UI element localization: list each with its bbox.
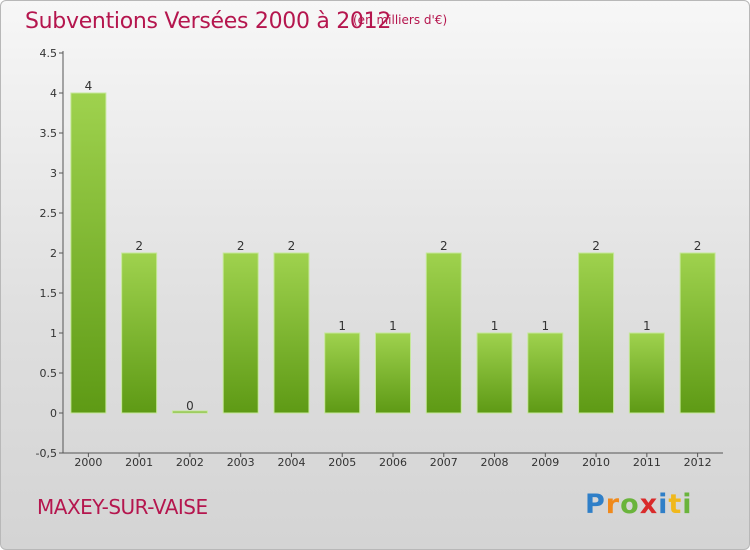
- y-tick-label: 0: [50, 407, 57, 420]
- y-tick-label: 3: [50, 167, 57, 180]
- bar-2007: [425, 252, 462, 414]
- x-tick-label: 2001: [125, 456, 153, 469]
- proxiti-logo: Proxiti: [585, 489, 693, 520]
- bar-value-label: 4: [85, 79, 93, 93]
- commune-name: MAXEY-SUR-VAISE: [37, 495, 208, 519]
- bar-2003: [222, 252, 259, 414]
- bar-value-label: 1: [643, 319, 651, 333]
- bar-value-label: 2: [135, 239, 143, 253]
- y-tick-label: -0,5: [36, 447, 57, 460]
- x-tick-label: 2011: [633, 456, 661, 469]
- bar-value-label: 2: [592, 239, 600, 253]
- bar-value-label: 1: [541, 319, 549, 333]
- bar-value-label: 2: [694, 239, 702, 253]
- bar-value-label: 2: [440, 239, 448, 253]
- y-tick-label: 2: [50, 247, 57, 260]
- bar-2005: [324, 332, 361, 414]
- bar-2002: [171, 410, 208, 414]
- bar-2009: [527, 332, 564, 414]
- y-tick-label: 2.5: [40, 207, 58, 220]
- chart-title: Subventions Versées 2000 à 2012: [25, 9, 392, 34]
- bar-value-label: 2: [288, 239, 296, 253]
- bar-value-label: 0: [186, 399, 194, 413]
- bar-value-label: 1: [338, 319, 346, 333]
- y-tick-label: 3.5: [40, 127, 58, 140]
- x-tick-label: 2009: [531, 456, 559, 469]
- bar-2010: [578, 252, 615, 414]
- x-tick-label: 2010: [582, 456, 610, 469]
- x-tick-label: 2000: [74, 456, 102, 469]
- bar-2004: [273, 252, 310, 414]
- x-tick-label: 2006: [379, 456, 407, 469]
- x-tick-label: 2012: [684, 456, 712, 469]
- y-tick-label: 1: [50, 327, 57, 340]
- x-tick-label: 2007: [430, 456, 458, 469]
- x-tick-label: 2005: [328, 456, 356, 469]
- bar-2006: [375, 332, 411, 414]
- y-tick-label: 4: [50, 87, 57, 100]
- x-tick-label: 2003: [227, 456, 255, 469]
- bar-2012: [679, 252, 716, 414]
- y-tick-label: 4.5: [40, 47, 58, 60]
- bar-2008: [476, 332, 513, 414]
- y-tick-label: 1.5: [40, 287, 58, 300]
- x-tick-label: 2004: [277, 456, 305, 469]
- bar-2000: [70, 92, 107, 414]
- y-tick-label: 0.5: [40, 367, 58, 380]
- x-tick-label: 2008: [481, 456, 509, 469]
- bar-2011: [628, 332, 665, 414]
- bar-value-label: 1: [491, 319, 499, 333]
- chart-unit: (en milliers d'€): [353, 13, 448, 27]
- x-tick-label: 2002: [176, 456, 204, 469]
- bar-value-label: 1: [389, 319, 397, 333]
- bar-value-label: 2: [237, 239, 245, 253]
- bar-2001: [121, 252, 158, 414]
